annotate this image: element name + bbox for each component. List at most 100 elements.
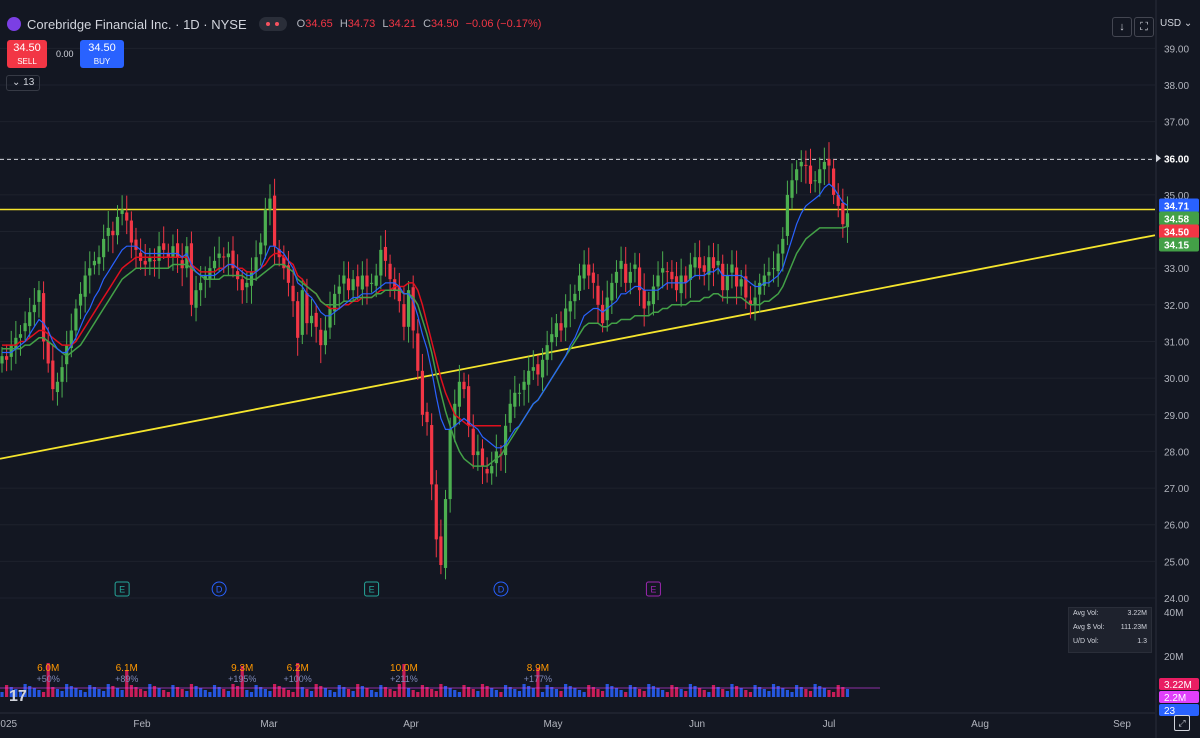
volume-bar <box>568 686 572 697</box>
volume-bar <box>5 685 9 697</box>
trendline[interactable] <box>0 234 1156 460</box>
volume-bar <box>277 686 281 697</box>
volume-bar <box>374 692 378 697</box>
volume-bar <box>254 685 258 697</box>
volume-bar <box>499 692 503 697</box>
price-axis-badge <box>1159 211 1199 226</box>
currency-selector[interactable]: USD ⌄ <box>1160 18 1193 29</box>
status-dots-icon[interactable] <box>258 17 287 31</box>
volume-bar <box>393 691 397 697</box>
volume-bar <box>679 689 683 697</box>
volume-bar <box>480 684 485 697</box>
candle-body <box>74 308 78 331</box>
candle-body <box>92 260 96 266</box>
y-tick-label: 26.00 <box>1164 521 1189 532</box>
volume-bar <box>166 692 170 697</box>
spread-value: 0.00 <box>56 49 74 59</box>
volume-bar <box>134 687 138 697</box>
download-icon[interactable]: ↓ <box>1112 17 1132 37</box>
candle-body <box>69 330 73 349</box>
volume-bar <box>808 691 813 697</box>
volume-bar <box>240 666 244 697</box>
dividend-event-icon[interactable] <box>493 581 509 597</box>
earnings-event-icon[interactable] <box>645 581 661 597</box>
indicator-count-toggle[interactable]: ⌄ 13 <box>6 75 41 91</box>
sell-button[interactable]: 34.50 SELL <box>7 40 47 68</box>
volume-bar <box>721 689 725 697</box>
candle-body <box>199 282 203 291</box>
candle-body <box>425 411 429 423</box>
volume-bar <box>203 690 207 697</box>
volume-bar <box>309 691 314 697</box>
volume-badge-text: 2.2M <box>1164 693 1186 704</box>
volume-bar <box>328 690 332 697</box>
candle-body <box>337 286 341 294</box>
symbol-title[interactable]: Corebridge Financial Inc. · 1D · NYSE <box>27 16 247 32</box>
candle-body <box>531 367 535 371</box>
y-tick-label: 31.00 <box>1164 337 1189 348</box>
y-tick-label: 29.00 <box>1164 411 1189 422</box>
volume-bar <box>125 670 129 697</box>
candle-body <box>115 216 120 236</box>
candle-body <box>642 290 646 309</box>
x-tick-label: Jul <box>823 719 836 730</box>
candle-body <box>203 275 207 280</box>
candle-body <box>827 158 831 166</box>
volume-peak-label: 10.0M <box>390 663 418 674</box>
buy-button[interactable]: 34.50 BUY <box>80 40 124 68</box>
volume-bar <box>115 688 120 697</box>
candle-body <box>379 249 383 276</box>
volume-bar <box>23 684 27 697</box>
volume-axis-label: 40M <box>1164 608 1183 619</box>
volume-bar <box>485 686 489 697</box>
y-tick-label: 36.00 <box>1164 154 1189 165</box>
price-axis-badge <box>1159 237 1199 252</box>
zoom-icon[interactable]: ⤢ <box>1174 715 1190 731</box>
candle-body <box>282 257 286 269</box>
candle-body <box>217 253 221 258</box>
level-marker-icon <box>1156 154 1161 163</box>
candle-body <box>18 334 23 338</box>
volume-bar <box>314 684 318 697</box>
candle-body <box>508 403 512 423</box>
candle-body <box>771 268 776 270</box>
candle-body <box>661 268 665 273</box>
candle-body <box>582 264 586 279</box>
candle-body <box>545 345 549 360</box>
volume-bar <box>120 690 124 697</box>
volume-bar <box>684 691 688 697</box>
volume-bar <box>189 684 194 697</box>
dividend-event-icon[interactable] <box>211 581 227 597</box>
candle-body <box>707 257 711 275</box>
fullscreen-icon[interactable]: ⛶ <box>1134 17 1154 37</box>
candle-body <box>60 367 64 382</box>
volume-bar <box>508 687 512 697</box>
volume-bar <box>503 685 508 697</box>
volume-bar <box>614 688 619 697</box>
volume-change-label: +177% <box>524 674 552 684</box>
candle-body <box>591 272 595 283</box>
candle-body <box>536 364 540 375</box>
candle-body <box>448 429 452 500</box>
candle-body <box>587 264 591 276</box>
volume-axis-label: 20M <box>1164 652 1183 663</box>
candle-body <box>744 276 748 298</box>
volume-badge-text: 3.22M <box>1164 680 1192 691</box>
volume-bar <box>300 687 304 697</box>
volume-bar <box>587 685 591 697</box>
candle-body <box>564 308 568 328</box>
volume-bar <box>670 685 674 697</box>
volume-bar <box>272 684 277 697</box>
volume-bar <box>388 689 392 697</box>
volume-bar <box>185 691 189 697</box>
earnings-event-icon[interactable] <box>114 581 130 597</box>
candle-body <box>503 425 508 456</box>
earnings-event-icon[interactable] <box>364 581 380 597</box>
candle-body <box>37 290 41 302</box>
volume-bar <box>601 691 605 697</box>
candle-body <box>254 257 258 272</box>
volume-bar <box>92 687 96 697</box>
volume-bar <box>430 689 434 697</box>
candle-body <box>129 220 133 243</box>
